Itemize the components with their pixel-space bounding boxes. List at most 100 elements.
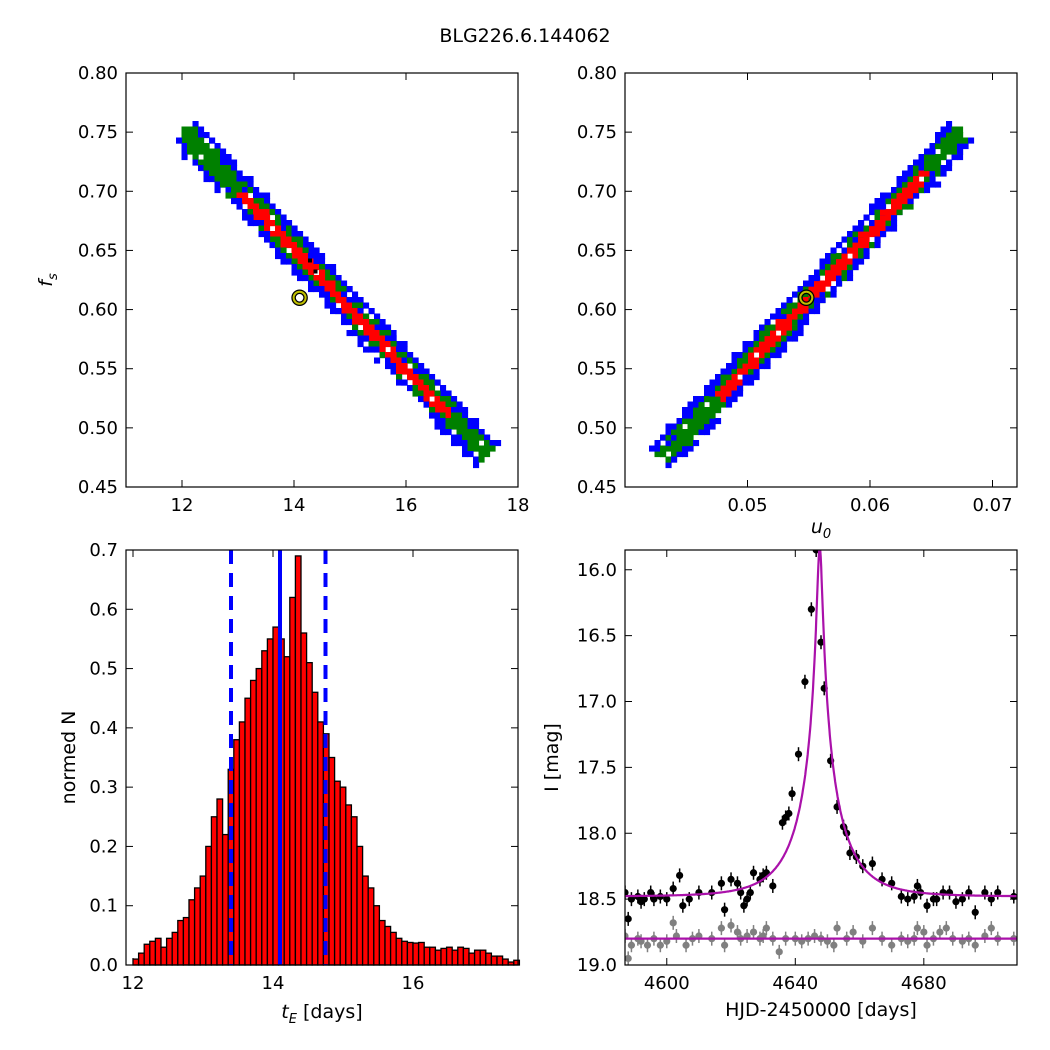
contour-cell	[330, 264, 337, 271]
contour-cell	[445, 423, 452, 430]
contour-cell	[731, 368, 738, 375]
contour-cell	[764, 324, 771, 331]
histogram-bar	[216, 798, 224, 966]
contour-cell	[814, 308, 821, 315]
contour-cell	[275, 242, 282, 249]
contour-cell	[748, 341, 755, 348]
contour-cell	[682, 451, 689, 458]
contour-cell	[962, 137, 969, 144]
contour-cell	[385, 335, 392, 342]
x-tick-label: 4680	[901, 973, 947, 994]
contour-cell	[896, 198, 903, 205]
contour-cell	[841, 264, 848, 271]
contour-cell	[775, 335, 782, 342]
contour-cell	[957, 132, 964, 139]
contour-cell	[913, 187, 920, 194]
contour-cell	[929, 165, 936, 172]
contour-cell	[891, 225, 898, 232]
best-fit-marker	[799, 290, 814, 305]
contour-cell	[401, 363, 408, 370]
contour-cell	[918, 159, 925, 166]
data-point	[971, 908, 979, 916]
contour-cell	[286, 236, 293, 243]
contour-cell	[929, 170, 936, 177]
contour-cell	[280, 258, 287, 265]
contour-cell	[275, 225, 282, 232]
contour-cell	[819, 258, 826, 265]
contour-cell	[374, 335, 381, 342]
contour-cell	[462, 440, 469, 447]
contour-cell	[957, 148, 964, 155]
contour-cell	[665, 445, 672, 452]
contour-cell	[214, 148, 221, 155]
contour-cell	[291, 258, 298, 265]
contour-cell	[231, 192, 238, 199]
contour-cell	[209, 154, 216, 161]
contour-cell	[671, 445, 678, 452]
contour-cell	[418, 385, 425, 392]
histogram-bar	[361, 875, 369, 966]
contour-cell	[693, 429, 700, 436]
contour-cell	[209, 176, 216, 183]
contour-cell	[775, 319, 782, 326]
contour-cell	[440, 385, 447, 392]
contour-cell	[676, 423, 683, 430]
contour-cell	[462, 434, 469, 441]
x-tick-label: 16	[402, 973, 425, 994]
contour-cell	[198, 165, 205, 172]
contour-cell	[291, 231, 298, 238]
contour-cell	[368, 330, 375, 337]
contour-cell	[693, 407, 700, 414]
contour-cell	[946, 121, 953, 128]
contour-cell	[258, 209, 265, 216]
contour-cell	[341, 319, 348, 326]
contour-cell	[676, 434, 683, 441]
contour-cell	[297, 247, 304, 254]
contour-cell	[423, 379, 430, 386]
contour-cell	[880, 198, 887, 205]
contour-cell	[709, 423, 716, 430]
y-tick-label: 16.5	[577, 626, 617, 647]
contour-cell	[742, 368, 749, 375]
contour-cell	[434, 418, 441, 425]
contour-cell	[352, 308, 359, 315]
contour-cell	[467, 429, 474, 436]
contour-cell	[462, 407, 469, 414]
histogram-bar	[328, 756, 336, 966]
contour-cell	[775, 352, 782, 359]
residuals-point	[936, 928, 944, 936]
contour-cell	[368, 335, 375, 342]
contour-cell	[308, 264, 315, 271]
contour-cell	[291, 269, 298, 276]
y-tick-label: 0.7	[89, 540, 118, 561]
contour-cell	[181, 154, 188, 161]
contour-cell	[286, 225, 293, 232]
contour-cell	[346, 330, 353, 337]
contour-cell	[341, 313, 348, 320]
y-tick-label: 0.75	[78, 122, 118, 143]
contour-cell	[451, 440, 458, 447]
contour-cell	[759, 346, 766, 353]
contour-cell	[896, 192, 903, 199]
data-point	[933, 895, 941, 903]
contour-cell	[390, 352, 397, 359]
histogram-bar	[177, 919, 185, 966]
contour-cell	[935, 154, 942, 161]
axes-fs-vs-tE: 12 14 16 18 0.45 0.50 0.55 0.60 0.65 0.70 0.75 0.80…	[35, 63, 529, 516]
contour-cell	[302, 258, 309, 265]
contour-cell	[418, 374, 425, 381]
contour-cell	[874, 220, 881, 227]
contour-cell	[176, 137, 183, 144]
contour-cell	[726, 390, 733, 397]
contour-cell	[451, 423, 458, 430]
contour-cell	[742, 363, 749, 370]
contour-cell	[742, 346, 749, 353]
contour-cell	[737, 385, 744, 392]
histogram-bar	[205, 845, 213, 966]
x-tick-label: 0.07	[972, 495, 1012, 516]
contour-cell	[715, 418, 722, 425]
residuals-point	[923, 941, 931, 949]
histogram-bar	[272, 626, 280, 966]
y-tick-label: 0.45	[78, 477, 118, 498]
contour-cell	[682, 445, 689, 452]
